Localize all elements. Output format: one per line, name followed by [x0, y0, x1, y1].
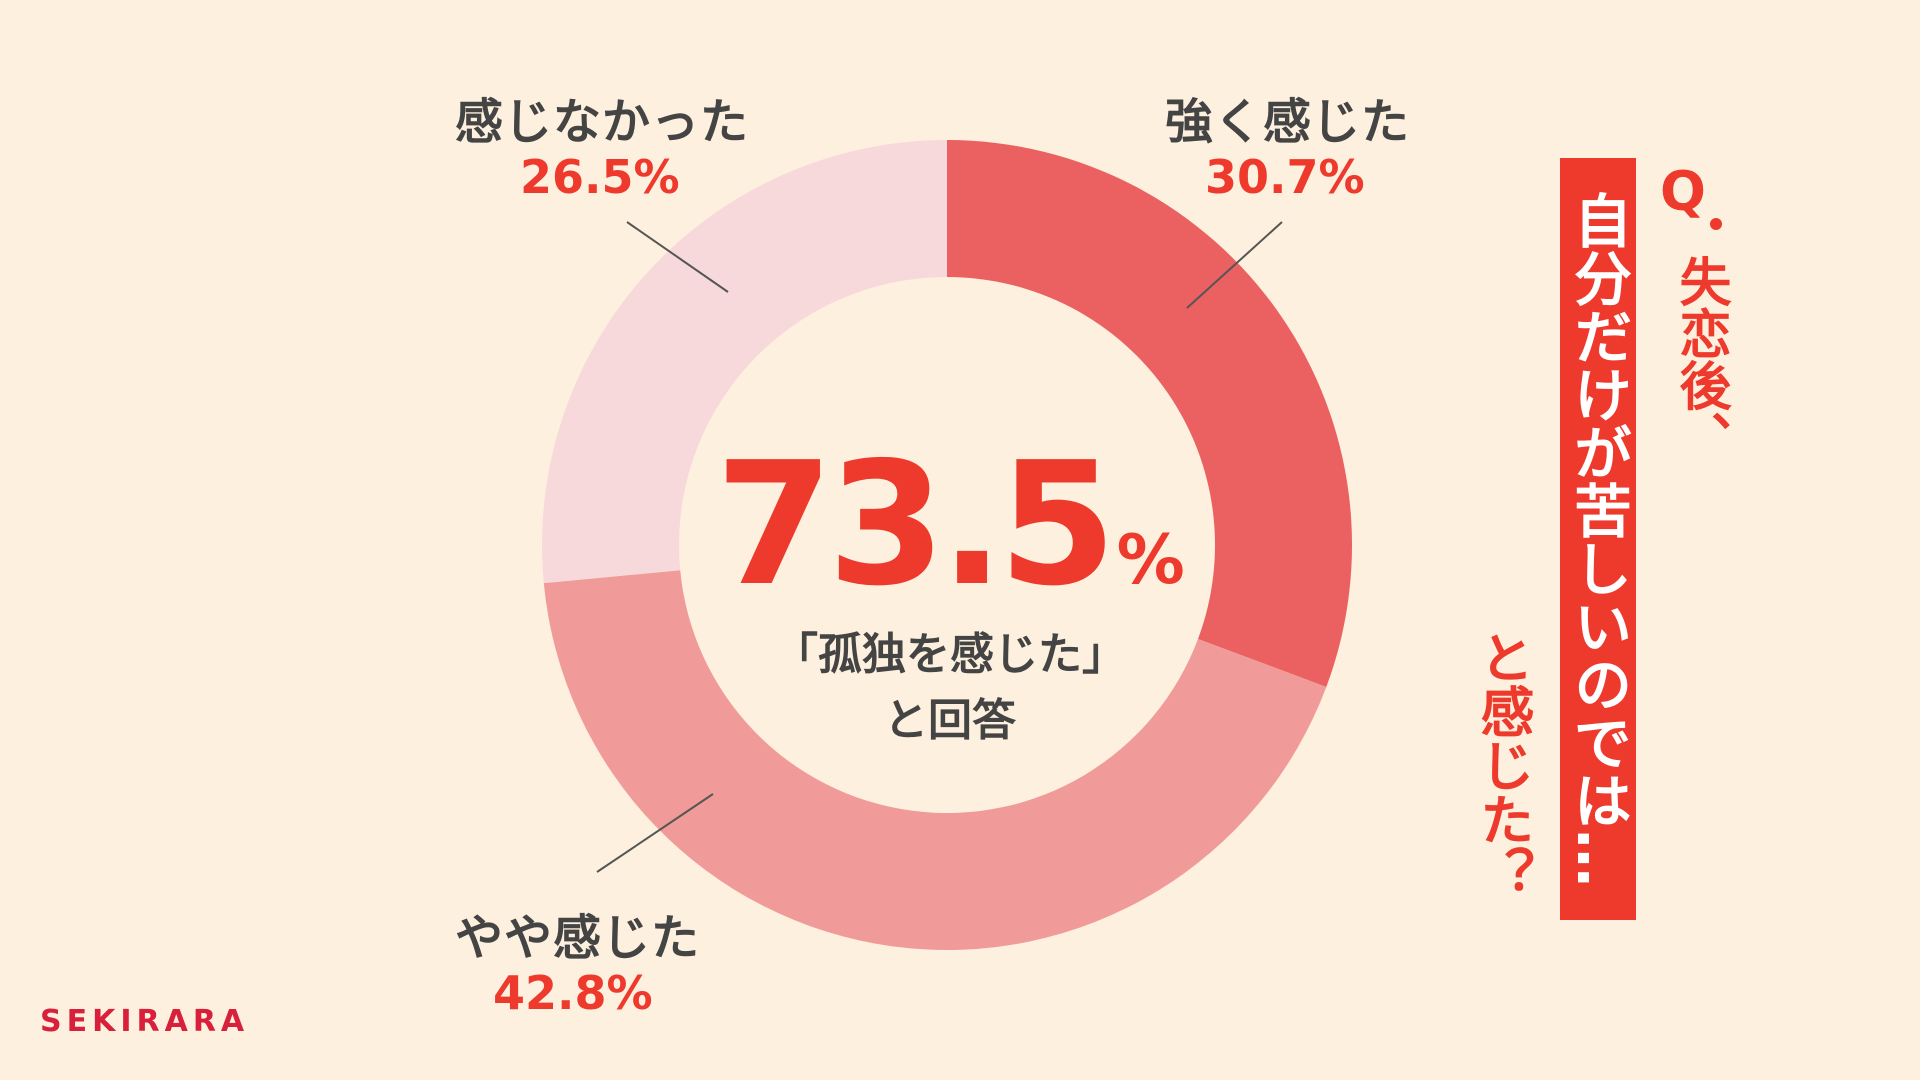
slice-value-somewhat: 42.8%	[493, 966, 653, 1020]
center-number: 73.5	[715, 426, 1116, 624]
question-mark-dot	[1710, 218, 1722, 230]
center-percentage: 73.5%	[700, 440, 1200, 610]
leader-line-strong	[1186, 221, 1283, 309]
leader-line-none	[626, 221, 729, 293]
brand-logo: SEKIRARA	[40, 1004, 250, 1039]
slice-value-none: 26.5%	[520, 150, 680, 204]
donut-slice-none	[542, 140, 947, 584]
question-line1: 失恋後、	[1670, 255, 1730, 463]
question-mark-q: Q	[1660, 160, 1706, 223]
slice-label-somewhat: やや感じた	[455, 910, 701, 966]
slice-label-none: 感じなかった	[455, 94, 750, 150]
center-caption-line1: 「孤独を感じた」	[774, 629, 1126, 680]
question-line2-highlight: 自分だけが苦しいのでは…	[1560, 158, 1636, 920]
donut-slice-strong	[947, 140, 1353, 687]
center-caption-line2: と回答	[884, 695, 1016, 746]
question-line3: と感じた？	[1471, 630, 1534, 900]
center-unit: %	[1116, 521, 1185, 600]
slice-value-strong: 30.7%	[1205, 150, 1365, 204]
donut-slice-somewhat	[543, 570, 1327, 951]
leader-line-somewhat	[596, 793, 714, 873]
slice-label-strong: 強く感じた	[1165, 94, 1411, 150]
